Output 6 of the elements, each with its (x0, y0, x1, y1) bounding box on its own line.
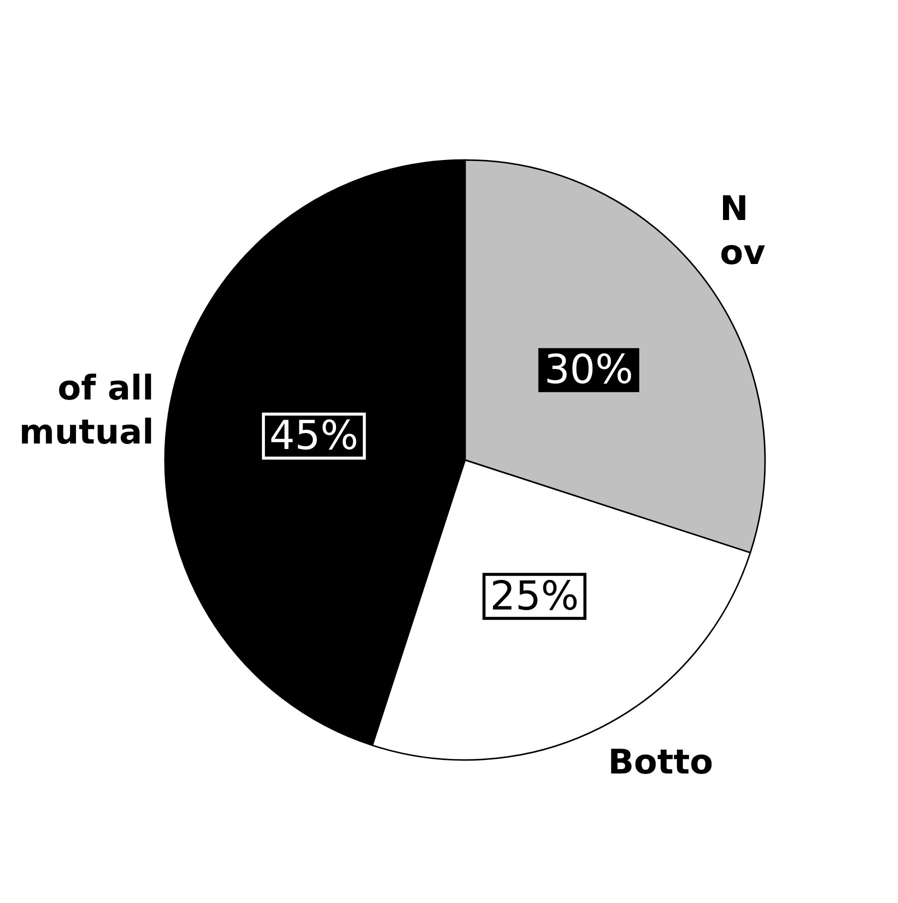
slice-label: N ov (720, 188, 766, 273)
slice-label: of all mutual (19, 368, 154, 453)
data-label: 25% (490, 573, 579, 620)
data-label: 45% (269, 413, 358, 460)
slice-label: Botto (608, 742, 714, 783)
data-label: 30% (544, 347, 634, 394)
